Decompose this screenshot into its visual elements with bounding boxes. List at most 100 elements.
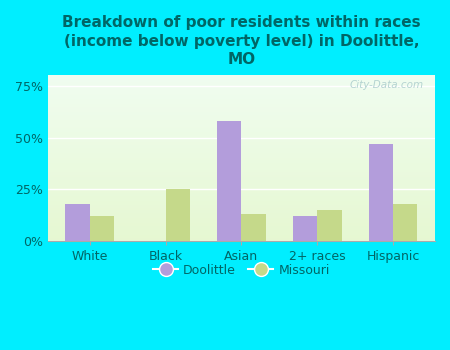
Bar [48, 148, 435, 150]
Bar [48, 205, 435, 206]
Bar [48, 208, 435, 210]
Bar [48, 163, 435, 165]
Bar [48, 107, 435, 108]
Bar [48, 93, 435, 95]
Bar [48, 82, 435, 84]
Bar [48, 105, 435, 107]
Bar [48, 90, 435, 92]
Bar [48, 187, 435, 188]
Bar [48, 185, 435, 187]
Bar [48, 211, 435, 213]
Bar [48, 80, 435, 82]
Bar [48, 218, 435, 220]
Bar [48, 89, 435, 90]
Bar [48, 226, 435, 228]
Bar [48, 180, 435, 182]
Bar [48, 84, 435, 85]
Bar [48, 190, 435, 191]
Bar [48, 115, 435, 117]
Bar [48, 175, 435, 176]
Bar [242, 214, 266, 241]
Bar [48, 147, 435, 148]
Bar [48, 117, 435, 118]
Bar [48, 87, 435, 89]
Bar [48, 77, 435, 79]
Bar [48, 113, 435, 115]
Bar [48, 133, 435, 135]
Legend: Doolittle, Missouri: Doolittle, Missouri [148, 259, 335, 281]
Bar [48, 240, 435, 241]
Bar [48, 223, 435, 225]
Text: City-Data.com: City-Data.com [349, 80, 423, 90]
Bar [48, 167, 435, 168]
Bar [166, 189, 190, 241]
Bar [48, 145, 435, 147]
Bar [48, 125, 435, 127]
Bar [48, 157, 435, 158]
Bar [48, 112, 435, 113]
Bar [48, 132, 435, 133]
Bar [369, 144, 393, 241]
Bar [48, 162, 435, 163]
Bar [48, 231, 435, 233]
Bar [48, 140, 435, 142]
Bar [293, 216, 317, 241]
Bar [48, 220, 435, 221]
Bar [90, 216, 114, 241]
Bar [48, 183, 435, 185]
Bar [48, 230, 435, 231]
Bar [48, 172, 435, 173]
Bar [48, 135, 435, 137]
Bar [48, 153, 435, 155]
Bar [48, 234, 435, 236]
Bar [48, 99, 435, 100]
Bar [48, 97, 435, 99]
Bar [48, 182, 435, 183]
Bar [317, 210, 342, 241]
Bar [48, 238, 435, 240]
Bar [48, 165, 435, 167]
Bar [48, 108, 435, 110]
Bar [48, 195, 435, 196]
Bar [48, 137, 435, 138]
Bar [48, 100, 435, 102]
Bar [48, 221, 435, 223]
Bar [48, 75, 435, 77]
Bar [48, 79, 435, 80]
Bar [48, 215, 435, 216]
Bar [48, 122, 435, 124]
Bar [48, 206, 435, 208]
Bar [48, 155, 435, 157]
Bar [48, 200, 435, 202]
Bar [48, 150, 435, 152]
Bar [48, 173, 435, 175]
Bar [48, 193, 435, 195]
Bar [48, 124, 435, 125]
Bar [48, 233, 435, 235]
Bar [48, 225, 435, 226]
Bar [48, 92, 435, 93]
Bar [48, 104, 435, 105]
Bar [48, 110, 435, 112]
Bar [48, 144, 435, 145]
Bar [48, 120, 435, 122]
Bar [48, 138, 435, 140]
Bar [48, 236, 435, 238]
Bar [48, 228, 435, 230]
Bar [48, 152, 435, 153]
Title: Breakdown of poor residents within races
(income below poverty level) in Doolitt: Breakdown of poor residents within races… [62, 15, 421, 67]
Bar [65, 204, 90, 241]
Bar [48, 102, 435, 104]
Bar [217, 121, 242, 241]
Bar [48, 168, 435, 170]
Bar [48, 196, 435, 198]
Bar [48, 170, 435, 172]
Bar [48, 213, 435, 215]
Bar [48, 178, 435, 180]
Bar [48, 142, 435, 143]
Bar [48, 202, 435, 203]
Bar [48, 158, 435, 160]
Bar [48, 210, 435, 211]
Bar [48, 95, 435, 97]
Bar [48, 176, 435, 178]
